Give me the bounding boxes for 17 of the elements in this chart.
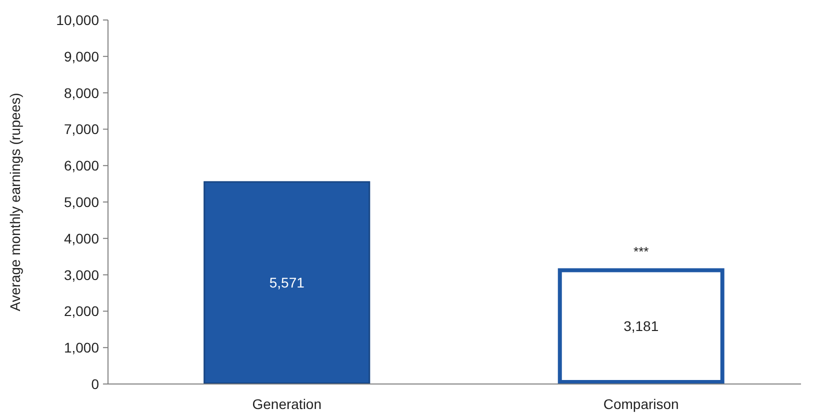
data-label: 3,181	[624, 318, 659, 334]
y-tick-label: 4,000	[64, 230, 100, 246]
data-label: 5,571	[269, 274, 305, 291]
y-tick-label: 9,000	[64, 48, 100, 64]
x-tick-label: Comparison	[603, 396, 679, 412]
y-tick-label: 1,000	[64, 340, 100, 356]
y-tick-label: 3,000	[64, 266, 100, 283]
y-tick-label: 7,000	[64, 121, 100, 138]
y-tick-label: 8,000	[64, 84, 100, 101]
y-tick-label: 5,000	[64, 194, 100, 210]
y-tick-label: 2,000	[64, 303, 100, 320]
y-tick-label: 0	[91, 376, 100, 392]
y-tick-label: 6,000	[64, 158, 100, 174]
y-axis-title: Average monthly earnings (rupees)	[7, 92, 23, 312]
x-tick-label: Generation	[252, 396, 322, 412]
annotation: ***	[634, 244, 649, 260]
y-tick-label: 10,000	[56, 12, 100, 28]
